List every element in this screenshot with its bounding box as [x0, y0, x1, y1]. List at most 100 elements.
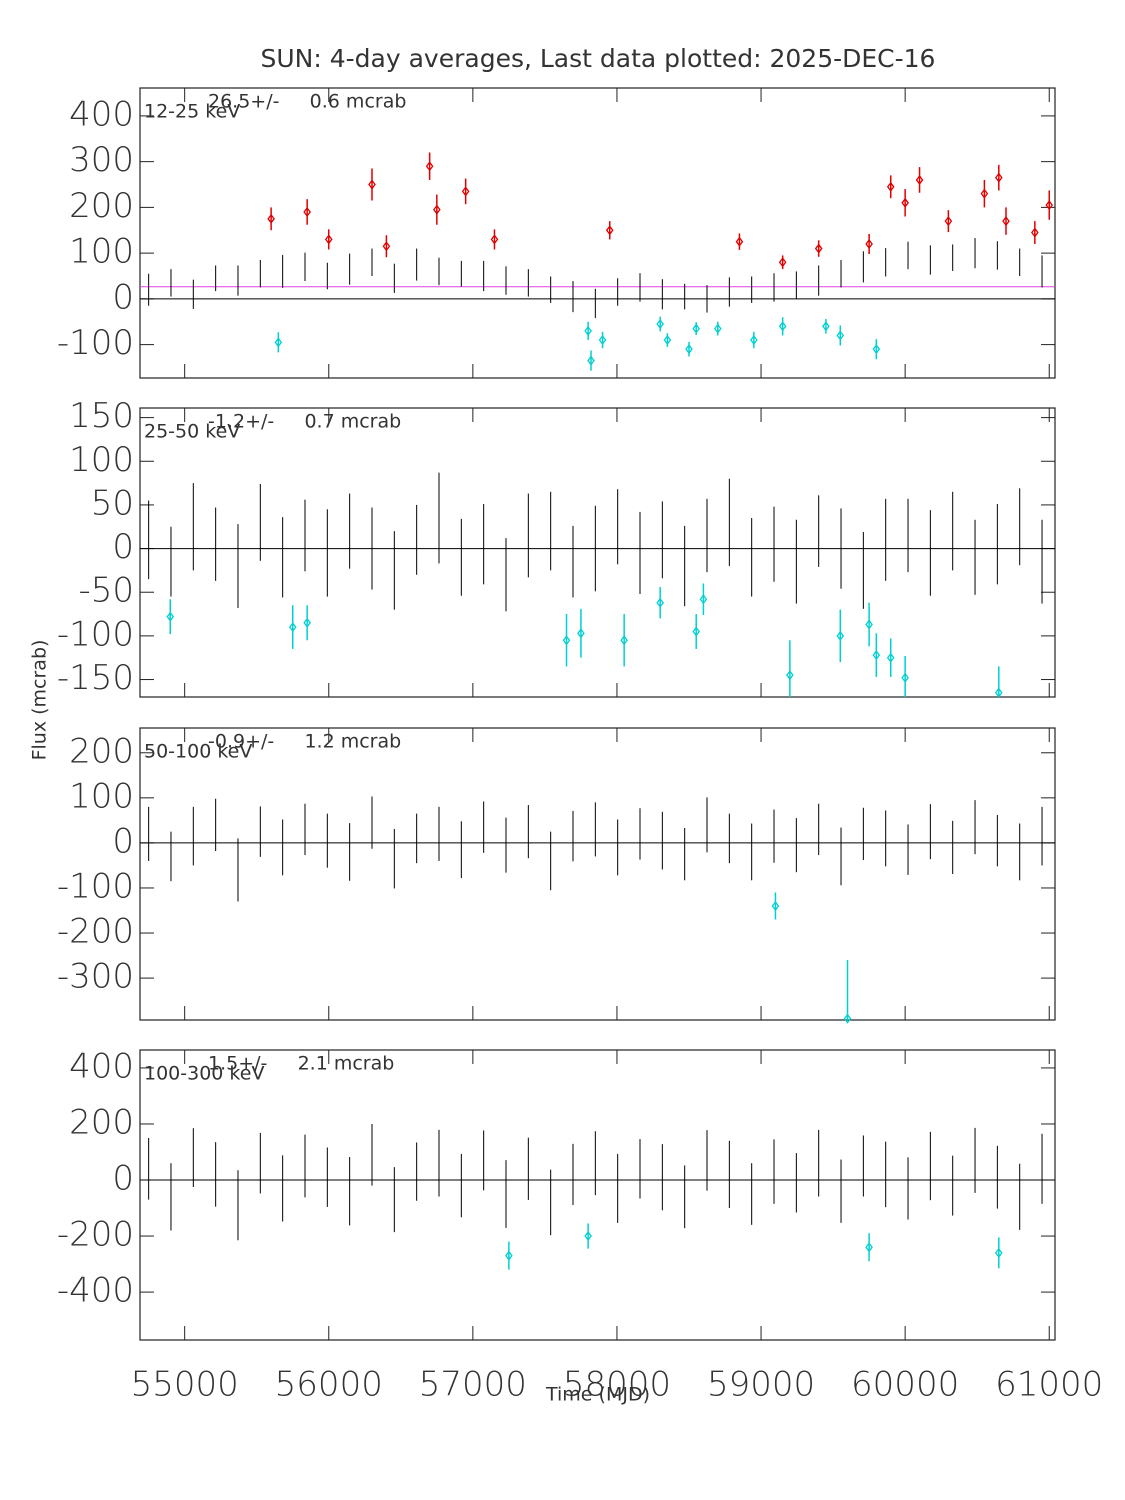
y-tick-label: 0: [112, 277, 134, 317]
data-point: [901, 672, 909, 683]
data-point: [994, 687, 1003, 698]
data-point: [656, 597, 664, 608]
x-tick-label: 55000: [131, 1365, 239, 1405]
data-point: [598, 334, 607, 346]
y-tick-label: 100: [69, 440, 134, 480]
y-tick-label: -100: [57, 866, 134, 906]
y-tick-label: 0: [112, 821, 134, 861]
y-tick-label: 300: [69, 140, 134, 180]
data-point: [382, 241, 391, 252]
data-point: [685, 344, 693, 355]
data-point: [843, 1013, 852, 1024]
y-tick-label: 100: [69, 776, 134, 816]
y-tick-label: -100: [57, 614, 134, 654]
data-point: [433, 204, 441, 215]
data-point: [267, 213, 275, 224]
data-point: [814, 243, 823, 254]
data-point: [915, 174, 924, 186]
y-tick-label: 400: [69, 1046, 134, 1086]
y-axis-label: Flux (mcrab): [29, 640, 51, 761]
data-point: [944, 216, 953, 227]
data-point: [577, 628, 585, 639]
mean-annotation: 1.5+/- 2.1 mcrab: [208, 1053, 394, 1075]
plot-frame: [139, 407, 1056, 698]
data-point: [714, 323, 722, 334]
x-tick-label: 57000: [419, 1365, 527, 1405]
data-point: [587, 355, 595, 366]
data-point: [771, 900, 780, 912]
y-tick-label: 200: [69, 186, 134, 226]
data-point: [303, 617, 311, 628]
x-tick-label: 59000: [707, 1365, 815, 1405]
data-point: [324, 234, 333, 245]
data-point: [901, 197, 909, 208]
x-tick-label: 61000: [995, 1365, 1103, 1405]
y-tick-label: -400: [57, 1271, 134, 1311]
data-point: [166, 611, 175, 622]
mean-annotation: -1.2+/- 0.7 mcrab: [208, 411, 401, 433]
data-point: [699, 594, 708, 605]
data-point: [1002, 216, 1010, 227]
x-tick-label: 58000: [563, 1365, 671, 1405]
x-tick-label: 60000: [851, 1365, 959, 1405]
data-point: [872, 344, 881, 355]
data-point: [303, 206, 311, 218]
y-tick-label: -100: [57, 323, 134, 363]
mean-annotation: -0.9+/- 1.2 mcrab: [208, 731, 401, 753]
band-label: 50-100 keV: [144, 741, 252, 763]
data-point: [836, 330, 845, 341]
y-tick-label: 50: [91, 483, 134, 523]
y-tick-label: -150: [57, 658, 134, 698]
data-point: [461, 186, 470, 197]
data-point: [584, 325, 592, 336]
data-point: [274, 337, 283, 348]
band-label: 12-25 keV: [144, 101, 240, 123]
plot-frame: [139, 727, 1056, 1021]
data-point: [620, 635, 628, 646]
plot-frame: [139, 1049, 1056, 1341]
data-point: [980, 188, 989, 199]
y-tick-label: -200: [57, 912, 134, 952]
data-point: [886, 652, 895, 663]
data-point: [505, 1250, 513, 1261]
x-tick-label: 56000: [275, 1365, 383, 1405]
data-point: [786, 670, 794, 681]
y-tick-label: -300: [57, 957, 134, 997]
data-point: [778, 257, 787, 268]
chart-title: SUN: 4-day averages, Last data plotted: …: [261, 44, 936, 73]
data-point: [1045, 200, 1054, 211]
y-tick-label: -200: [57, 1215, 134, 1255]
data-point: [692, 323, 701, 334]
y-tick-label: 100: [69, 232, 134, 272]
y-tick-label: 200: [69, 731, 134, 771]
band-label: 25-50 keV: [144, 421, 240, 443]
data-point: [994, 1247, 1003, 1258]
data-point: [288, 622, 297, 633]
x-axis-label: Time (MJD): [545, 1384, 650, 1406]
y-tick-label: 200: [69, 1102, 134, 1142]
data-point: [865, 619, 873, 630]
data-point: [886, 181, 895, 192]
data-point: [663, 334, 672, 346]
data-point: [836, 630, 845, 641]
data-point: [865, 238, 873, 250]
data-point: [562, 635, 571, 646]
data-point: [425, 161, 434, 172]
data-point: [490, 234, 499, 245]
data-point: [865, 1242, 873, 1253]
y-tick-label: -50: [78, 571, 134, 611]
data-point: [605, 225, 614, 236]
data-point: [822, 321, 830, 332]
data-point: [584, 1230, 592, 1242]
y-tick-label: 400: [69, 94, 134, 134]
y-tick-label: 0: [112, 1159, 134, 1199]
data-point: [994, 172, 1003, 183]
data-point: [368, 179, 376, 190]
mean-annotation: 26.5+/- 0.6 mcrab: [208, 91, 406, 113]
data-point: [1031, 227, 1039, 238]
band-label: 100-300 keV: [144, 1063, 264, 1085]
data-point: [692, 626, 701, 637]
data-point: [735, 236, 744, 247]
y-tick-label: 0: [112, 527, 134, 567]
